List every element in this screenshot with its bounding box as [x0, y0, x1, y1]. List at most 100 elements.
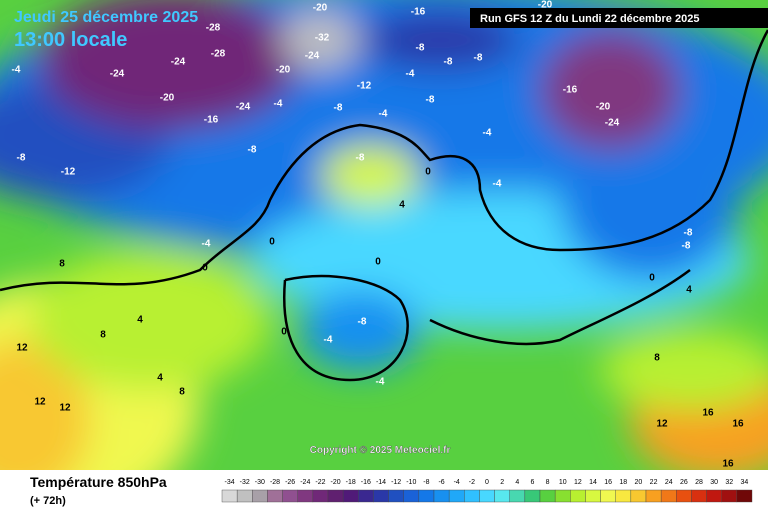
scale-swatch: [570, 489, 586, 503]
scale-swatch: [297, 489, 314, 503]
scale-label: -32: [240, 479, 250, 486]
scale-label: 10: [559, 479, 567, 486]
contour-label: -8: [474, 53, 483, 64]
contour-label: 12: [59, 403, 71, 414]
scale-label: -4: [454, 479, 460, 486]
scale-swatch: [221, 489, 238, 503]
scale-swatch: [282, 489, 298, 503]
contour-label: 16: [722, 459, 734, 470]
scale-swatch: [676, 489, 692, 503]
contour-label: 0: [281, 327, 287, 338]
contour-label: -24: [171, 57, 186, 68]
contour-label: 16: [702, 408, 714, 419]
contour-label: 12: [34, 397, 46, 408]
scale-label: -20: [331, 479, 341, 486]
contour-label: -4: [483, 128, 492, 139]
contour-label: -8: [248, 145, 257, 156]
scale-swatch: [645, 489, 662, 503]
scale-swatch: [585, 489, 601, 503]
scale-swatch: [327, 489, 344, 503]
scale-swatch: [236, 489, 253, 503]
scale-label: -6: [438, 479, 444, 486]
zero-isotherm: [0, 29, 768, 382]
scale-swatch: [691, 489, 707, 503]
contour-label: -8: [682, 241, 691, 252]
scale-label: -16: [361, 479, 371, 486]
contour-label: -20: [313, 3, 328, 14]
scale-swatch: [524, 489, 541, 503]
contour-label: 0: [202, 263, 208, 274]
contour-label: -4: [274, 99, 283, 110]
contour-label: -8: [358, 317, 367, 328]
scale-swatch: [312, 489, 329, 503]
copyright: Copyright © 2025 Meteociel.fr: [310, 445, 451, 456]
contour-label: 8: [100, 330, 106, 341]
contour-label: 4: [137, 315, 143, 326]
contour-label: -4: [376, 377, 385, 388]
contour-label: 4: [686, 285, 692, 296]
scale-label: -30: [255, 479, 265, 486]
scale-label: 22: [650, 479, 658, 486]
contour-label: -32: [315, 33, 330, 44]
contour-label: -12: [357, 81, 372, 92]
scale-swatch: [706, 489, 722, 503]
scale-label: 2: [500, 479, 504, 486]
scale-swatch: [600, 489, 616, 503]
contour-label: -28: [206, 23, 221, 34]
contour-label: -24: [110, 69, 125, 80]
contour-label: -4: [406, 69, 415, 80]
scale-swatch: [267, 489, 283, 503]
scale-label: 26: [680, 479, 688, 486]
contour-label: -8: [684, 228, 693, 239]
contour-label: -16: [204, 115, 219, 126]
scale-swatch: [509, 489, 526, 503]
scale-label: 0: [485, 479, 489, 486]
contour-label: -24: [605, 118, 620, 129]
scale-label: -24: [300, 479, 310, 486]
scale-label: -8: [423, 479, 429, 486]
contour-label: -8: [416, 43, 425, 54]
contour-labels: -20 -16 -20 -28 -32 -24 -28 -24 -4 -24 -20 -12 -20 -2…: [12, 0, 744, 470]
scale-swatch: [660, 489, 677, 503]
contour-label: -20: [538, 0, 553, 11]
scale-label: 34: [741, 479, 749, 486]
contour-label: -28: [211, 49, 226, 60]
scale-swatch: [736, 489, 753, 503]
contour-label: -8: [17, 153, 26, 164]
scale-label: 32: [725, 479, 733, 486]
scale-swatch: [252, 489, 268, 503]
contour-label: 4: [399, 200, 405, 211]
contour-label: -4: [324, 335, 333, 346]
scale-swatch: [630, 489, 647, 503]
contour-label: -12: [61, 167, 76, 178]
color-scale: -34 -32 -30 -28 -26 -24 -22 -20 -18 -16 -14 -12 -10-…: [221, 479, 753, 503]
contour-label: -20: [276, 65, 291, 76]
scale-label: -12: [391, 479, 401, 486]
scale-label: 12: [574, 479, 582, 486]
scale-swatch: [479, 489, 495, 503]
contour-label: -4: [493, 179, 502, 190]
contour-label: -24: [236, 102, 251, 113]
contour-label: 12: [656, 419, 668, 430]
contour-label: -4: [12, 65, 21, 76]
scale-label: -18: [346, 479, 356, 486]
scale-label: 14: [589, 479, 597, 486]
scale-label: 4: [515, 479, 519, 486]
contour-label: -16: [563, 85, 578, 96]
scale-swatch: [403, 489, 420, 503]
contour-label: -8: [334, 103, 343, 114]
scale-label: 28: [695, 479, 703, 486]
scale-label: -10: [406, 479, 416, 486]
contour-label: 0: [649, 273, 655, 284]
scale-swatch: [448, 489, 465, 503]
forecast-date: Jeudi 25 décembre 2025: [14, 9, 198, 26]
scale-swatch: [615, 489, 632, 503]
contour-label: -4: [202, 239, 211, 250]
contour-label: 8: [179, 387, 185, 398]
scale-swatch: [342, 489, 359, 503]
contour-label: -8: [444, 57, 453, 68]
scale-swatch: [358, 489, 374, 503]
contour-label: -20: [596, 102, 611, 113]
